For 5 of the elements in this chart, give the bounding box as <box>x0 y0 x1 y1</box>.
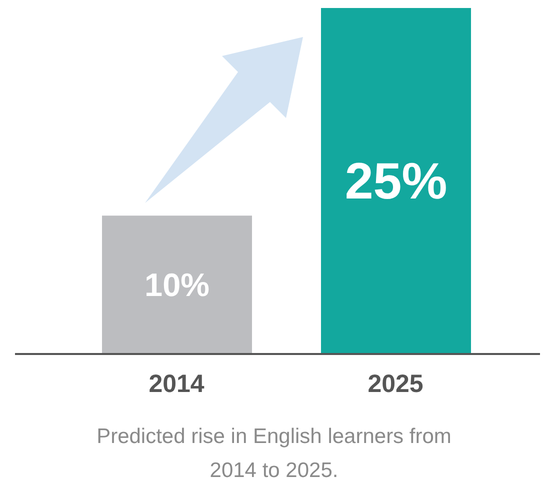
x-tick-label: 2025 <box>368 370 424 398</box>
data-label: 25% <box>344 152 448 210</box>
x-tick-label: 2014 <box>148 370 204 398</box>
text: Predicted rise in English learners from 2014 to 2025. <box>96 424 452 484</box>
data-label: 10% <box>144 266 210 303</box>
